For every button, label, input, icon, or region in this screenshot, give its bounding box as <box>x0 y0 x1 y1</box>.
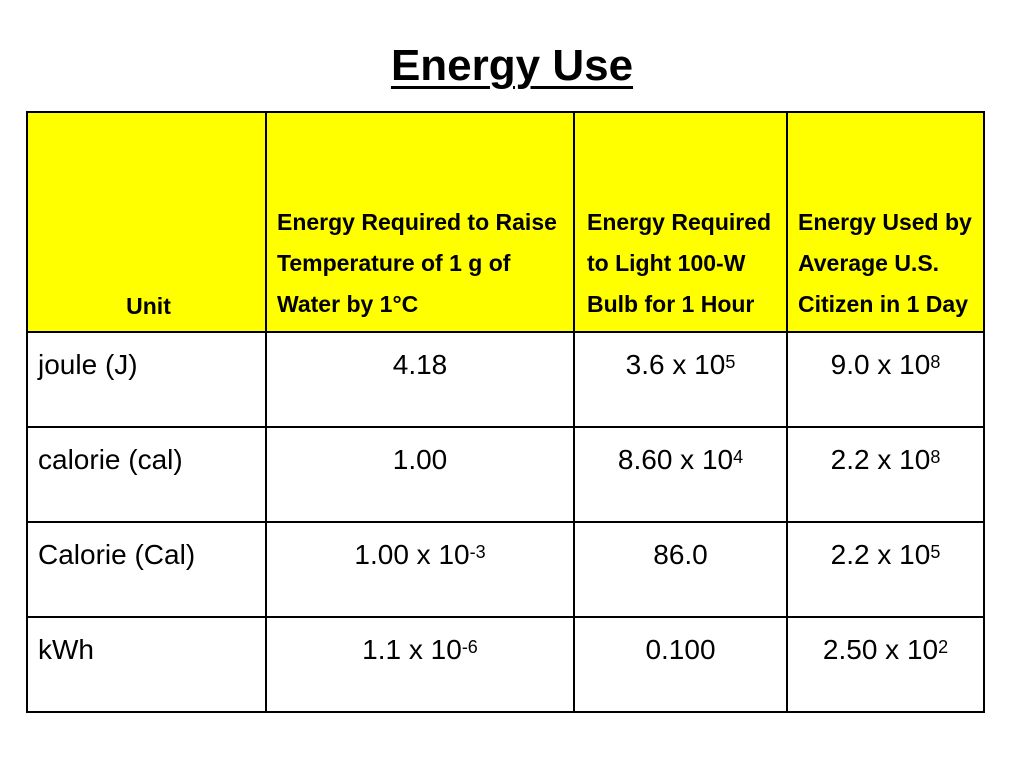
value-exponent: 4 <box>733 447 744 467</box>
value-cell: 2.2 x 108 <box>786 426 985 523</box>
value-cell: 1.00 x 10-3 <box>265 521 575 618</box>
table-row: joule (J) 4.18 3.6 x 105 9.0 x 108 <box>26 331 985 428</box>
value-base: 1.00 x 10 <box>354 539 470 570</box>
table-row: kWh 1.1 x 10-6 0.100 2.50 x 102 <box>26 616 985 713</box>
value-cell: 0.100 <box>573 616 788 713</box>
value-exponent: 8 <box>930 352 941 372</box>
value-cell: 1.00 <box>265 426 575 523</box>
value-exponent: 5 <box>930 542 941 562</box>
unit-cell: kWh <box>26 616 267 713</box>
slide-title: Energy Use <box>0 38 1024 94</box>
value-base: 1.1 x 10 <box>362 634 462 665</box>
value-cell: 2.50 x 102 <box>786 616 985 713</box>
value-cell: 1.1 x 10-6 <box>265 616 575 713</box>
table-row: calorie (cal) 1.00 8.60 x 104 2.2 x 108 <box>26 426 985 523</box>
value-base: 2.2 x 10 <box>830 444 931 475</box>
value-cell: 9.0 x 108 <box>786 331 985 428</box>
value-cell: 8.60 x 104 <box>573 426 788 523</box>
header-unit: Unit <box>26 111 267 333</box>
unit-cell: calorie (cal) <box>26 426 267 523</box>
value-base: 2.50 x 10 <box>822 634 939 665</box>
value-base: 0.100 <box>645 634 716 665</box>
energy-table: Unit Energy Required to Raise Temperatur… <box>26 111 985 713</box>
slide-title-text: Energy Use <box>390 41 634 90</box>
value-base: 2.2 x 10 <box>830 539 931 570</box>
unit-cell: joule (J) <box>26 331 267 428</box>
value-cell: 3.6 x 105 <box>573 331 788 428</box>
value-cell: 4.18 <box>265 331 575 428</box>
value-base: 1.00 <box>392 444 448 475</box>
value-exponent: -3 <box>469 542 486 562</box>
value-exponent: 2 <box>938 637 949 657</box>
value-exponent: -6 <box>461 637 478 657</box>
table-row: Calorie (Cal) 1.00 x 10-3 86.0 2.2 x 105 <box>26 521 985 618</box>
value-exponent: 8 <box>930 447 941 467</box>
value-cell: 86.0 <box>573 521 788 618</box>
header-light-bulb: Energy Required to Light 100-W Bulb for … <box>573 111 788 333</box>
header-water-temperature: Energy Required to Raise Temperature of … <box>265 111 575 333</box>
value-base: 4.18 <box>392 349 448 380</box>
value-base: 3.6 x 10 <box>625 349 726 380</box>
header-row: Unit Energy Required to Raise Temperatur… <box>26 111 985 333</box>
value-base: 9.0 x 10 <box>830 349 931 380</box>
value-base: 8.60 x 10 <box>617 444 734 475</box>
header-citizen-daily: Energy Used by Average U.S. Citizen in 1… <box>786 111 985 333</box>
value-cell: 2.2 x 105 <box>786 521 985 618</box>
value-exponent: 5 <box>725 352 736 372</box>
value-base: 86.0 <box>653 539 708 570</box>
unit-cell: Calorie (Cal) <box>26 521 267 618</box>
